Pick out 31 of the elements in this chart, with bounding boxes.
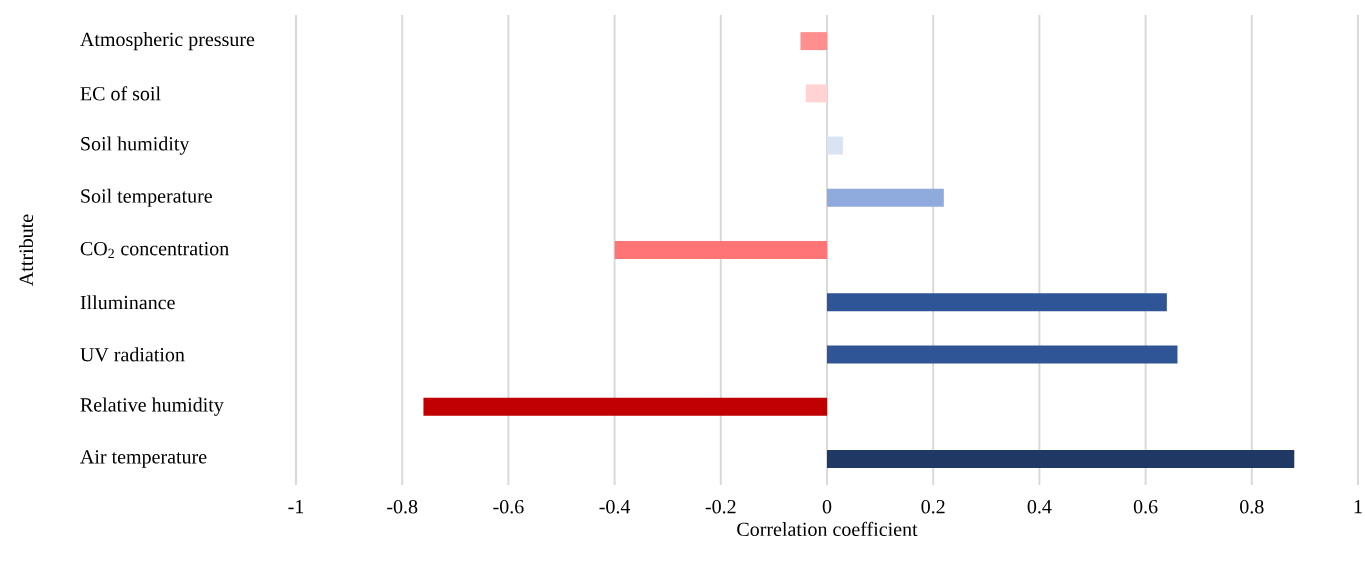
y-tick-label: Relative humidity — [80, 397, 224, 416]
bar — [423, 397, 827, 416]
bar — [827, 293, 1167, 312]
x-tick-label: -0.8 — [387, 499, 418, 514]
bar — [805, 84, 827, 103]
x-tick-label: 0.8 — [1240, 499, 1264, 514]
bar — [827, 345, 1178, 364]
x-axis-title: Correlation coefficient — [737, 521, 918, 537]
y-tick-label: Air temperature — [80, 450, 207, 468]
y-tick-label: Soil humidity — [81, 136, 190, 155]
x-tick-label: 0.6 — [1133, 499, 1158, 514]
y-axis-title: Attribute — [19, 214, 34, 286]
x-tick-label: -1 — [288, 499, 304, 514]
bar — [614, 241, 827, 260]
x-tick-label: -0.4 — [599, 499, 631, 514]
y-tick-label: UV radiation — [80, 347, 185, 362]
bar — [800, 32, 827, 51]
y-tick-label: Soil temperature — [81, 188, 212, 207]
y-tick-label: EC of soil — [80, 86, 161, 101]
bar — [827, 449, 1295, 468]
x-tick-label: 0 — [822, 499, 832, 514]
bar — [827, 188, 944, 207]
x-tick-label: 0.4 — [1027, 499, 1052, 514]
x-tick-label: 1 — [1354, 499, 1362, 514]
y-tick-label: CO$_{2}$ concentration — [80, 241, 229, 259]
x-tick-label: -0.2 — [705, 499, 736, 514]
x-tick-label: 0.2 — [921, 499, 945, 514]
y-tick-label: Atmospheric pressure — [80, 32, 255, 51]
y-tick-label: Illuminance — [80, 295, 175, 310]
x-tick-label: -0.6 — [493, 499, 524, 514]
bar — [827, 136, 843, 155]
